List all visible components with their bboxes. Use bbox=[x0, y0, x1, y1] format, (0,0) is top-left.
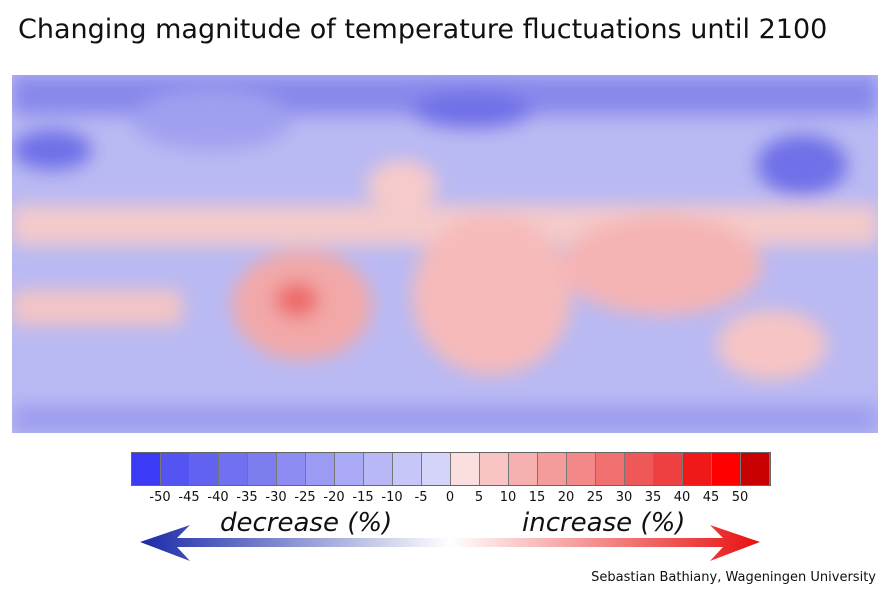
colorbar-tick-label: -35 bbox=[236, 490, 258, 505]
colorbar-swatch bbox=[306, 453, 335, 485]
colorbar-swatch bbox=[451, 453, 480, 485]
colorbar-tick-label: 15 bbox=[528, 490, 546, 505]
colorbar-swatch bbox=[364, 453, 393, 485]
credit: Sebastian Bathiany, Wageningen Universit… bbox=[591, 570, 876, 585]
increase-label: increase (%) bbox=[522, 508, 686, 538]
colorbar-tick-label: -20 bbox=[323, 490, 345, 505]
colorbar-tick-label: -10 bbox=[381, 490, 403, 505]
colorbar-swatch bbox=[335, 453, 364, 485]
decrease-label: decrease (%) bbox=[220, 508, 393, 538]
colorbar-swatch bbox=[596, 453, 625, 485]
colorbar-tick-label: 10 bbox=[499, 490, 517, 505]
colorbar-tick-label: 30 bbox=[615, 490, 633, 505]
colorbar-swatch bbox=[219, 453, 248, 485]
colorbar-swatch bbox=[190, 453, 219, 485]
map-title: Changing magnitude of temperature fluctu… bbox=[18, 14, 828, 45]
colorbar-swatch bbox=[509, 453, 538, 485]
colorbar-tick-label: -50 bbox=[149, 490, 171, 505]
colorbar-swatch bbox=[422, 453, 451, 485]
world-map bbox=[12, 75, 878, 433]
colorbar-swatch bbox=[277, 453, 306, 485]
colorbar-tick-label: 35 bbox=[644, 490, 662, 505]
colorbar-tick-label: -15 bbox=[352, 490, 374, 505]
colorbar-swatch bbox=[683, 453, 712, 485]
colorbar-tick-label: 40 bbox=[673, 490, 691, 505]
colorbar-tick-label: 25 bbox=[586, 490, 604, 505]
colorbar-swatch bbox=[248, 453, 277, 485]
colorbar-tick-label: -45 bbox=[178, 490, 200, 505]
colorbar-tick-label: 45 bbox=[702, 490, 720, 505]
colorbar-swatch bbox=[538, 453, 567, 485]
colorbar-swatch bbox=[741, 453, 770, 485]
colorbar-ticks: -50 -45 -40 -35 -30 -25 -20 -15 -10 -5 0 5 10 15 20 25 3… bbox=[131, 490, 769, 508]
colorbar-tick-label: -5 bbox=[414, 490, 428, 505]
colorbar-swatch bbox=[393, 453, 422, 485]
colorbar-tick-label: 50 bbox=[731, 490, 749, 505]
colorbar-tick-label: -25 bbox=[294, 490, 316, 505]
colorbar-swatch bbox=[161, 453, 190, 485]
colorbar-tick-label: 5 bbox=[474, 490, 484, 505]
colorbar-tick-label: -30 bbox=[265, 490, 287, 505]
antarctic-region bbox=[12, 405, 878, 433]
colorbar-tick-label: -40 bbox=[207, 490, 229, 505]
direction-arrow bbox=[140, 525, 760, 561]
colorbar-swatch bbox=[625, 453, 654, 485]
colorbar-tick-label: 20 bbox=[557, 490, 575, 505]
colorbar-tick-label: 0 bbox=[445, 490, 455, 505]
colorbar-swatch bbox=[132, 453, 161, 485]
colorbar-swatch bbox=[654, 453, 683, 485]
colorbar-swatch bbox=[480, 453, 509, 485]
colorbar-swatch bbox=[567, 453, 596, 485]
colorbar bbox=[131, 452, 771, 486]
colorbar-swatch bbox=[712, 453, 741, 485]
